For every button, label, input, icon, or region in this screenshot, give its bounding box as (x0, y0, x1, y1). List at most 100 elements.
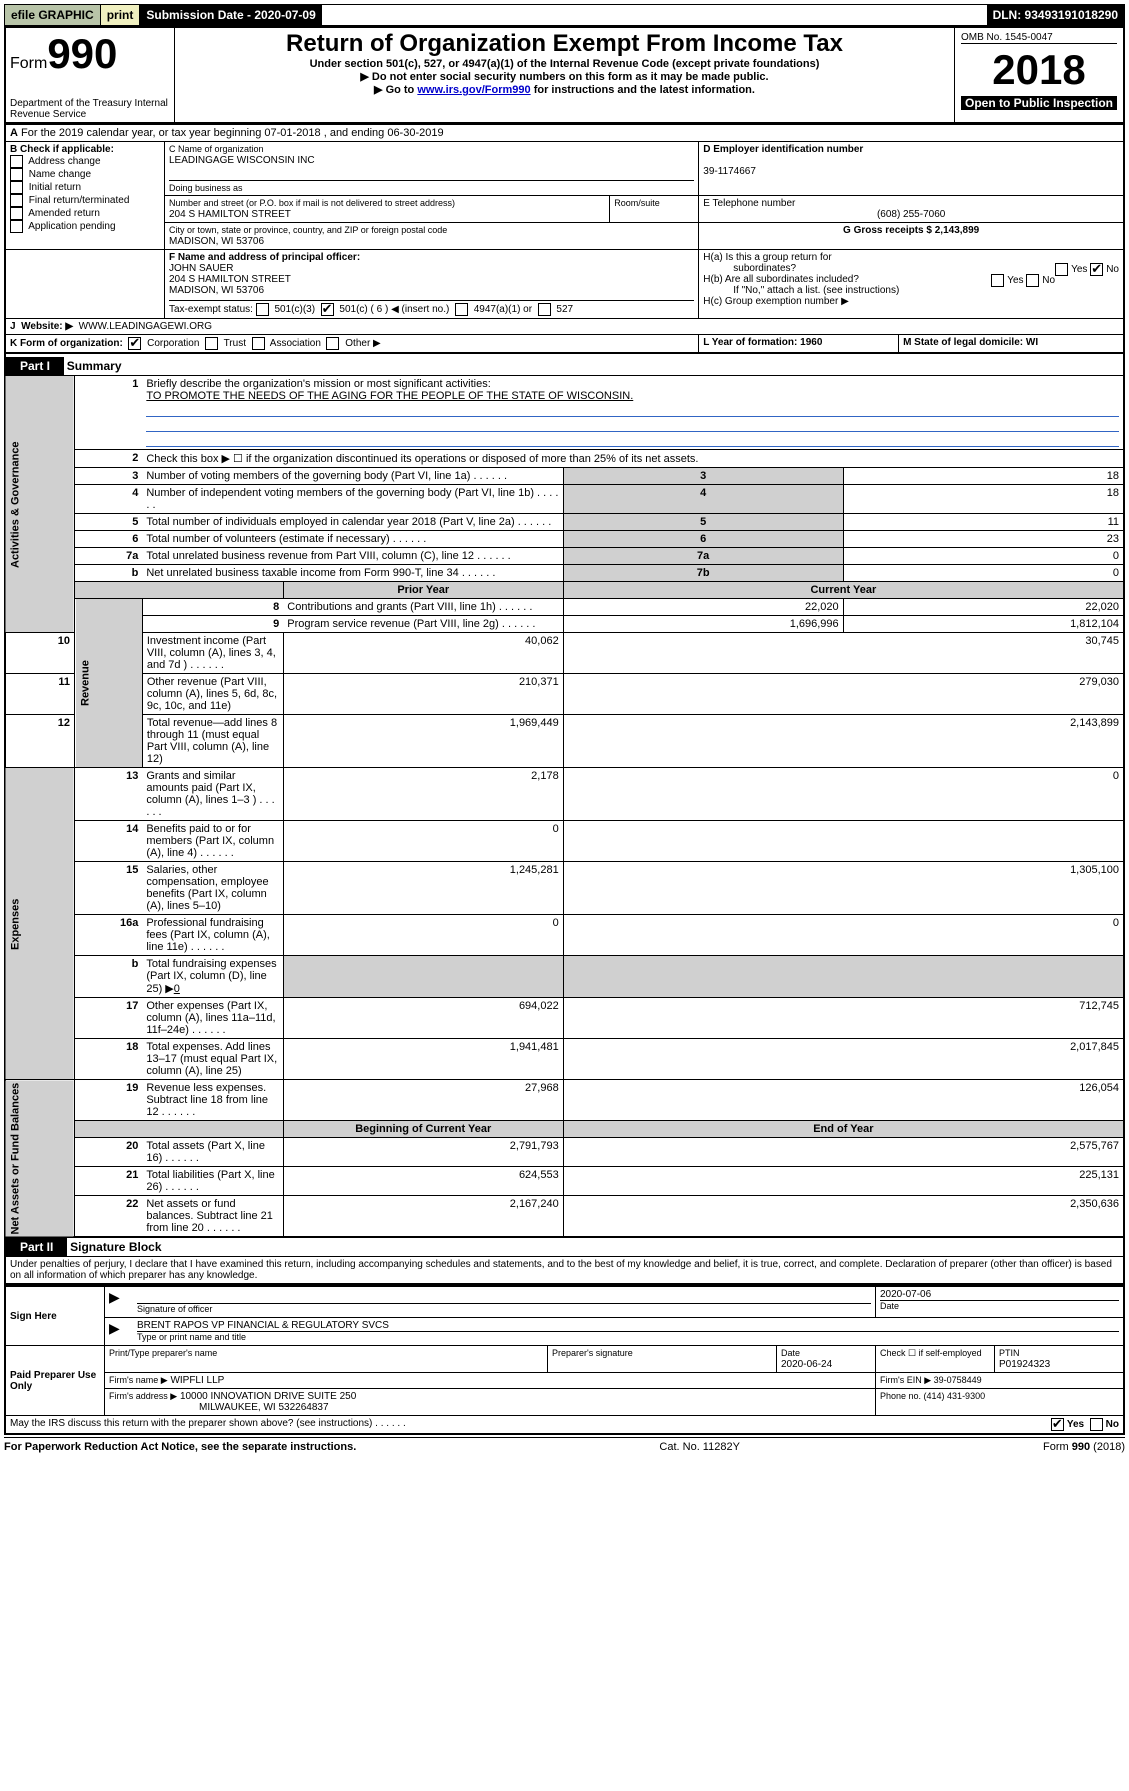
line3: Number of voting members of the governin… (146, 470, 507, 482)
k-lbl: K Form of organization: (10, 338, 123, 349)
line15: Salaries, other compensation, employee b… (146, 864, 268, 912)
c10: 30,745 (563, 633, 1124, 674)
l16b-val: 0 (174, 983, 180, 995)
k-other[interactable] (326, 337, 339, 350)
check-4947[interactable] (455, 303, 468, 316)
hb-yes[interactable] (991, 274, 1004, 287)
ha-yes[interactable] (1055, 263, 1068, 276)
tax-year: 2018 (992, 46, 1085, 93)
org-name: LEADINGAGE WISCONSIN INC (169, 155, 315, 166)
ptin: P01924323 (999, 1359, 1050, 1370)
check-501c3[interactable] (256, 303, 269, 316)
date-lbl: Date (880, 1301, 899, 1311)
c16a: 0 (563, 915, 1124, 956)
website: WWW.LEADINGAGEWI.ORG (79, 321, 212, 332)
p16a: 0 (283, 915, 563, 956)
check-name[interactable] (10, 168, 23, 181)
no-lbl2: No (1042, 275, 1055, 286)
opt-4947: 4947(a)(1) or (474, 304, 532, 315)
discuss-yes-lbl: Yes (1067, 1419, 1084, 1430)
line5: Total number of individuals employed in … (146, 516, 551, 528)
line17: Other expenses (Part IX, column (A), lin… (146, 1000, 275, 1036)
p9: 1,696,996 (563, 616, 843, 633)
ha-lbl2: subordinates? (733, 263, 796, 274)
penalty-text: Under penalties of perjury, I declare th… (4, 1256, 1125, 1285)
curr-hdr: Current Year (810, 584, 876, 596)
irs-link[interactable]: www.irs.gov/Form990 (417, 84, 530, 96)
footer-form: 990 (1072, 1441, 1090, 1453)
check-address[interactable] (10, 155, 23, 168)
p14: 0 (283, 821, 563, 862)
discuss-yes[interactable] (1051, 1418, 1064, 1431)
omb-number: OMB No. 1545-0047 (961, 32, 1117, 44)
prep-date-lbl: Date (781, 1348, 800, 1358)
prep-sig-lbl: Preparer's signature (552, 1348, 633, 1358)
mission-line2 (146, 417, 1119, 432)
check-pending[interactable] (10, 220, 23, 233)
k-corp[interactable] (128, 337, 141, 350)
beg-hdr: Beginning of Current Year (355, 1123, 491, 1135)
summary-table: Activities & Governance 1 Briefly descri… (4, 375, 1125, 1238)
ha-no[interactable] (1090, 263, 1103, 276)
check-501c[interactable] (321, 303, 334, 316)
street-lbl: Number and street (or P.O. box if mail i… (169, 198, 455, 208)
hb-note: If "No," attach a list. (see instruction… (733, 285, 899, 296)
end-hdr: End of Year (813, 1123, 873, 1135)
line20: Total assets (Part X, line 16) (146, 1140, 265, 1164)
c-name-lbl: C Name of organization (169, 144, 264, 154)
top-bar: efile GRAPHIC print Submission Date - 20… (4, 4, 1125, 26)
check-final[interactable] (10, 194, 23, 207)
k-assoc[interactable] (252, 337, 265, 350)
opt-527: 527 (556, 304, 573, 315)
mission-line3 (146, 432, 1119, 447)
e-lbl: E Telephone number (703, 198, 795, 209)
k-trust[interactable] (205, 337, 218, 350)
submission-date: Submission Date - 2020-07-09 (140, 5, 322, 25)
p12: 1,969,449 (283, 715, 563, 768)
opt-name: Name change (29, 169, 91, 180)
line4: Number of independent voting members of … (146, 487, 558, 511)
check-amended[interactable] (10, 207, 23, 220)
line12: Total revenue—add lines 8 through 11 (mu… (147, 717, 277, 765)
form-number: Form990 (10, 30, 170, 78)
i-lbl: Tax-exempt status: (169, 304, 253, 315)
form-title: Return of Organization Exempt From Incom… (179, 30, 950, 58)
print-button[interactable]: print (101, 5, 141, 25)
opt-pending: Application pending (28, 221, 115, 232)
f-lbl: F Name and address of principal officer: (169, 252, 360, 263)
signature-table: Sign Here ▶ Signature of officer 2020-07… (4, 1285, 1125, 1435)
side-na: Net Assets or Fund Balances (5, 1080, 75, 1238)
a-line: For the 2019 calendar year, or tax year … (21, 127, 444, 139)
hb-no[interactable] (1026, 274, 1039, 287)
c18: 2,017,845 (563, 1039, 1124, 1080)
dba-lbl: Doing business as (169, 180, 694, 193)
p21: 624,553 (283, 1167, 563, 1196)
opt-501c3: 501(c)(3) (274, 304, 315, 315)
sig-officer-lbl: Signature of officer (137, 1304, 212, 1314)
dln: DLN: 93493191018290 (987, 5, 1124, 25)
arrow-icon: ▶ (109, 1289, 120, 1305)
check-initial[interactable] (10, 181, 23, 194)
efile-label[interactable]: efile GRAPHIC (5, 5, 101, 25)
val6: 23 (843, 531, 1124, 548)
side-rev: Revenue (75, 599, 143, 768)
discuss-no[interactable] (1090, 1418, 1103, 1431)
firm-ein: Firm's EIN ▶ 39-0758449 (880, 1375, 982, 1385)
officer-addr2: MADISON, WI 53706 (169, 285, 264, 296)
k-other-lbl: Other ▶ (345, 338, 380, 349)
line9: Program service revenue (Part VIII, line… (287, 618, 535, 630)
mission: TO PROMOTE THE NEEDS OF THE AGING FOR TH… (146, 390, 633, 402)
val7b: 0 (843, 565, 1124, 582)
footer-mid: Cat. No. 11282Y (659, 1441, 740, 1453)
subtitle-1: Under section 501(c), 527, or 4947(a)(1)… (179, 58, 950, 70)
discuss: May the IRS discuss this return with the… (10, 1418, 406, 1429)
p11: 210,371 (283, 674, 563, 715)
p13: 2,178 (283, 768, 563, 821)
line13: Grants and similar amounts paid (Part IX… (146, 770, 274, 818)
check-527[interactable] (538, 303, 551, 316)
firm-addr2: MILWAUKEE, WI 532264837 (199, 1402, 329, 1413)
sig-date: 2020-07-06 (880, 1289, 1119, 1301)
b-label: B Check if applicable: (10, 144, 114, 155)
yes-lbl2: Yes (1007, 275, 1023, 286)
prep-name-lbl: Print/Type preparer's name (109, 1348, 217, 1358)
